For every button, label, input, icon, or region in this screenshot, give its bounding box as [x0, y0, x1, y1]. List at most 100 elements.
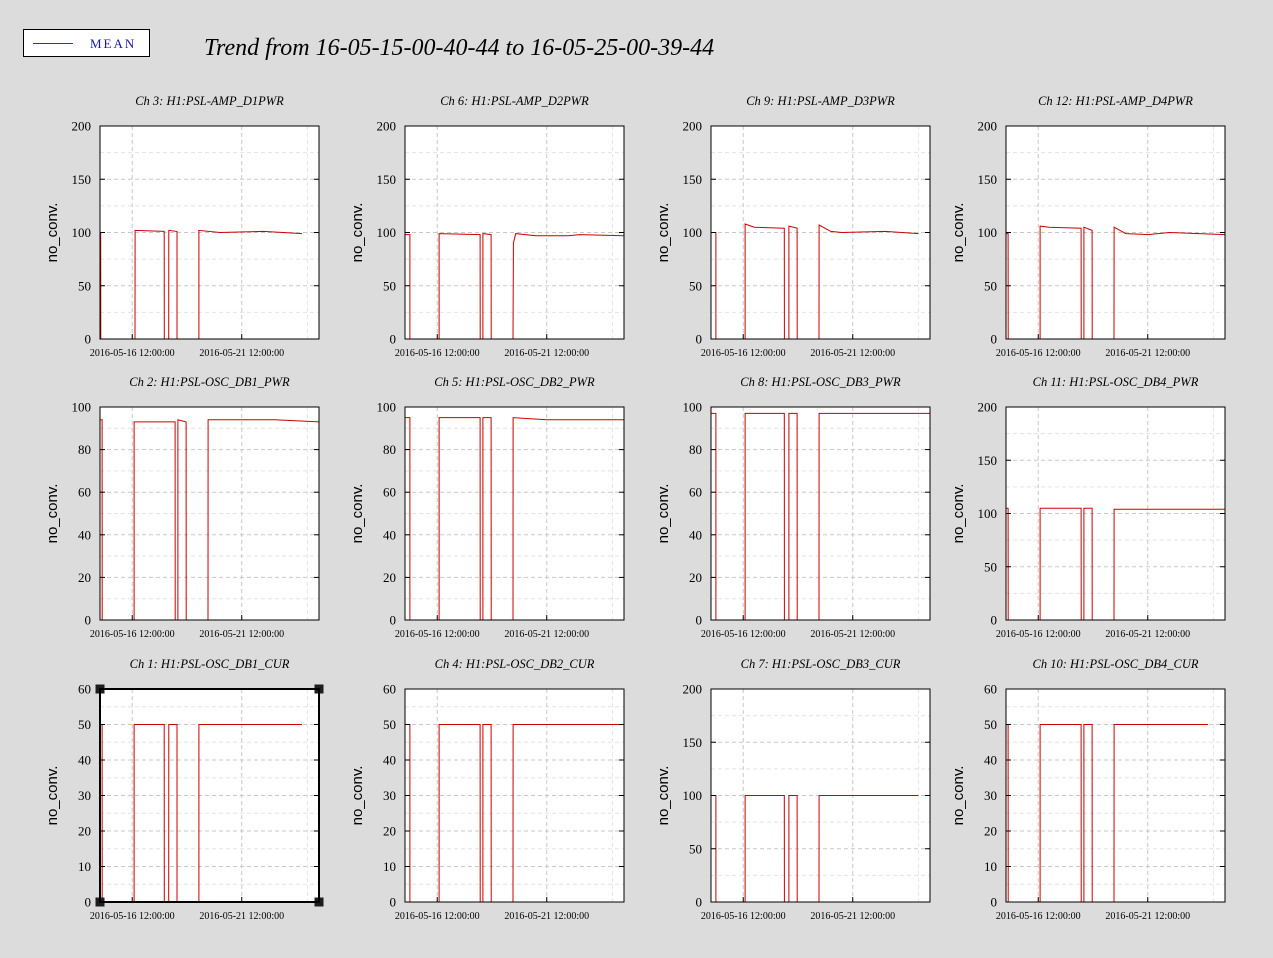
y-tick-label: 60: [78, 682, 91, 697]
y-tick-label: 200: [978, 400, 998, 415]
x-tick-label: 2016-05-21 12:00:00: [1105, 348, 1190, 359]
x-tick-label: 2016-05-16 12:00:00: [701, 348, 786, 359]
y-tick-label: 100: [978, 506, 998, 521]
y-tick-label: 100: [683, 400, 703, 415]
x-tick-label: 2016-05-16 12:00:00: [90, 629, 175, 640]
x-tick-label: 2016-05-21 12:00:00: [504, 911, 589, 922]
legend-swatch: [33, 43, 73, 44]
x-tick-label: 2016-05-21 12:00:00: [810, 911, 895, 922]
chart-panel-11: 0 50 100 150 200 2016-05-16 12:00:00 2016-05-2…: [655, 657, 931, 922]
y-tick-label: 100: [72, 400, 92, 415]
x-tick-label: 2016-05-21 12:00:00: [199, 911, 284, 922]
plot-frame: [710, 406, 931, 621]
y-tick-label: 60: [689, 485, 702, 500]
y-tick-label: 0: [390, 332, 397, 347]
y-tick-label: 20: [984, 824, 997, 839]
x-tick-label: 2016-05-21 12:00:00: [1105, 911, 1190, 922]
plot-area[interactable]: [405, 689, 624, 902]
y-tick-label: 0: [390, 613, 397, 628]
chart-panel-10: 0 10 20 30 40 50 60 2016-05-16 12:00:00 2016-05-…: [349, 657, 625, 922]
chart-panel-1: 0 50 100 150 200 2016-05-16 12:00:00 2016-05-2…: [44, 94, 320, 359]
y-tick-label: 150: [683, 735, 703, 750]
chart-panel-12: 0 10 20 30 40 50 60 2016-05-16 12:00:00 2016-05-…: [950, 657, 1226, 922]
x-tick-label: 2016-05-16 12:00:00: [395, 911, 480, 922]
plot-area[interactable]: [100, 689, 319, 902]
y-tick-label: 0: [390, 895, 397, 910]
chart-title: Ch 7: H1:PSL-OSC_DB3_CUR: [741, 657, 901, 671]
y-tick-label: 50: [689, 278, 702, 293]
y-tick-label: 40: [383, 527, 396, 542]
y-axis-label: no_conv.: [655, 203, 672, 263]
y-axis-label: no_conv.: [44, 484, 61, 544]
y-tick-label: 150: [72, 172, 92, 187]
x-tick-label: 2016-05-16 12:00:00: [90, 348, 175, 359]
chart-panel-8: 0 50 100 150 200 2016-05-16 12:00:00 2016-05-2…: [950, 375, 1226, 640]
legend-label: MEAN: [90, 36, 137, 51]
y-tick-label: 100: [978, 225, 998, 240]
y-tick-label: 20: [78, 570, 91, 585]
y-tick-label: 50: [383, 278, 396, 293]
y-tick-label: 60: [383, 485, 396, 500]
selection-frame: [99, 688, 320, 903]
y-tick-label: 50: [383, 717, 396, 732]
y-tick-label: 20: [78, 824, 91, 839]
chart-panel-2: 0 50 100 150 200 2016-05-16 12:00:00 2016-05-2…: [349, 94, 625, 359]
y-tick-label: 80: [383, 442, 396, 457]
x-tick-label: 2016-05-21 12:00:00: [504, 629, 589, 640]
chart-title: Ch 12: H1:PSL-AMP_D4PWR: [1038, 94, 1193, 108]
y-tick-label: 10: [984, 859, 997, 874]
x-tick-label: 2016-05-16 12:00:00: [395, 629, 480, 640]
y-tick-label: 0: [696, 895, 703, 910]
y-tick-label: 0: [85, 895, 92, 910]
plot-area[interactable]: [1006, 689, 1225, 902]
legend: MEAN: [23, 29, 150, 57]
x-tick-label: 2016-05-16 12:00:00: [395, 348, 480, 359]
y-tick-label: 60: [78, 485, 91, 500]
chart-title: Ch 3: H1:PSL-AMP_D1PWR: [135, 94, 284, 108]
y-tick-label: 0: [85, 332, 92, 347]
x-tick-label: 2016-05-16 12:00:00: [701, 911, 786, 922]
plot-area[interactable]: [100, 407, 319, 620]
chart-panel-4: 0 50 100 150 200 2016-05-16 12:00:00 2016-05-2…: [950, 94, 1226, 359]
chart-panel-7: 0 20 40 60 80 100 2016-05-16 12:00:00 2016-05-2…: [655, 375, 931, 640]
y-tick-label: 80: [689, 442, 702, 457]
y-tick-label: 200: [683, 119, 703, 134]
y-axis-label: no_conv.: [44, 766, 61, 826]
x-tick-label: 2016-05-21 12:00:00: [1105, 629, 1190, 640]
chart-title: Ch 5: H1:PSL-OSC_DB2_PWR: [434, 375, 595, 389]
plot-area[interactable]: [711, 407, 930, 620]
plot-area[interactable]: [1006, 407, 1225, 620]
y-tick-label: 40: [984, 753, 997, 768]
plot-area[interactable]: [405, 407, 624, 620]
y-tick-label: 50: [689, 841, 702, 856]
y-tick-label: 80: [78, 442, 91, 457]
x-tick-label: 2016-05-16 12:00:00: [996, 348, 1081, 359]
y-axis-label: no_conv.: [349, 484, 366, 544]
chart-panel-3: 0 50 100 150 200 2016-05-16 12:00:00 2016-05-2…: [655, 94, 931, 359]
chart-title: Ch 2: H1:PSL-OSC_DB1_PWR: [129, 375, 290, 389]
y-tick-label: 10: [383, 859, 396, 874]
x-tick-label: 2016-05-21 12:00:00: [199, 348, 284, 359]
y-tick-label: 150: [978, 453, 998, 468]
y-tick-label: 200: [978, 119, 998, 134]
chart-title: Ch 9: H1:PSL-AMP_D3PWR: [746, 94, 895, 108]
y-tick-label: 100: [377, 225, 397, 240]
x-tick-label: 2016-05-21 12:00:00: [810, 348, 895, 359]
y-tick-label: 20: [383, 824, 396, 839]
y-tick-label: 50: [984, 717, 997, 732]
plot-area[interactable]: [1006, 126, 1225, 339]
x-tick-label: 2016-05-16 12:00:00: [90, 911, 175, 922]
plot-area[interactable]: [405, 126, 624, 339]
y-tick-label: 20: [689, 570, 702, 585]
y-tick-label: 30: [383, 788, 396, 803]
y-tick-label: 100: [683, 788, 703, 803]
chart-title: Ch 10: H1:PSL-OSC_DB4_CUR: [1033, 657, 1199, 671]
y-tick-label: 200: [72, 119, 92, 134]
y-tick-label: 150: [978, 172, 998, 187]
chart-title: Ch 1: H1:PSL-OSC_DB1_CUR: [130, 657, 290, 671]
y-tick-label: 100: [72, 225, 92, 240]
plot-frame: [99, 406, 320, 621]
x-tick-label: 2016-05-16 12:00:00: [701, 629, 786, 640]
y-tick-label: 50: [78, 717, 91, 732]
